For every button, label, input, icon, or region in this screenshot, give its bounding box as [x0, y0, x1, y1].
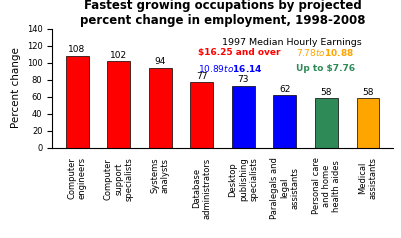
Bar: [273, 95, 296, 148]
Title: Fastest growing occupations by projected
percent change in employment, 1998-2008: Fastest growing occupations by projected…: [80, 0, 365, 27]
Bar: [190, 82, 213, 148]
Bar: [315, 98, 338, 148]
Text: 73: 73: [237, 75, 249, 84]
Text: 77: 77: [196, 72, 208, 81]
Text: 58: 58: [321, 88, 332, 97]
Bar: [356, 98, 379, 148]
Bar: [66, 56, 89, 148]
Bar: [232, 85, 255, 148]
Text: 102: 102: [110, 51, 127, 60]
Y-axis label: Percent change: Percent change: [11, 48, 21, 129]
Text: 108: 108: [69, 45, 86, 55]
Text: 94: 94: [154, 57, 166, 66]
Text: 62: 62: [279, 84, 291, 94]
Text: 58: 58: [362, 88, 374, 97]
Bar: [107, 61, 130, 148]
Bar: [149, 68, 172, 148]
